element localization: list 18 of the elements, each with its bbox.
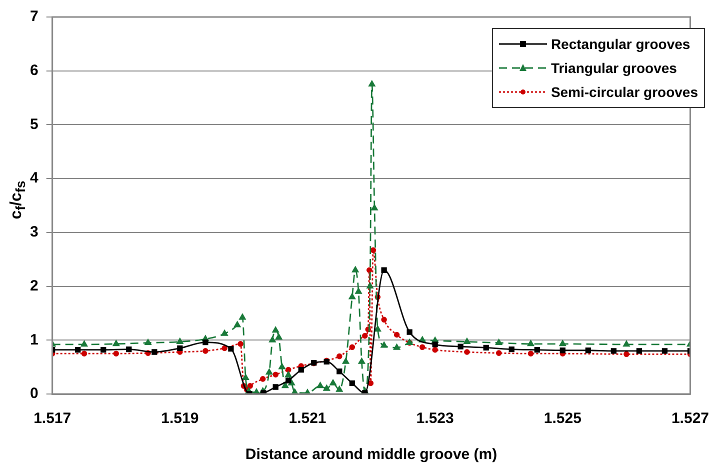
y-tick-label: 5 [30, 116, 38, 133]
y-tick-label: 4 [30, 170, 39, 187]
legend-label: Rectangular grooves [550, 36, 690, 52]
y-tick-label: 6 [30, 62, 38, 79]
x-tick-label: 1.521 [288, 410, 326, 428]
x-tick-label: 1.519 [161, 410, 199, 428]
x-tick-label: 1.527 [671, 410, 710, 428]
x-tick-label: 1.525 [544, 410, 582, 428]
legend-label: Triangular grooves [550, 60, 677, 76]
y-tick-label: 2 [30, 277, 38, 294]
x-tick-label: 1.517 [34, 410, 72, 428]
y-tick-label: 1 [30, 331, 38, 348]
y-tick-label: 7 [30, 8, 38, 26]
y-tick-label: 0 [30, 385, 38, 402]
x-tick-label: 1.523 [416, 410, 454, 428]
x-axis-title: Distance around middle groove (m) [245, 446, 498, 464]
y-tick-label: 3 [30, 224, 38, 241]
legend-label: Semi-circular grooves [550, 84, 698, 100]
